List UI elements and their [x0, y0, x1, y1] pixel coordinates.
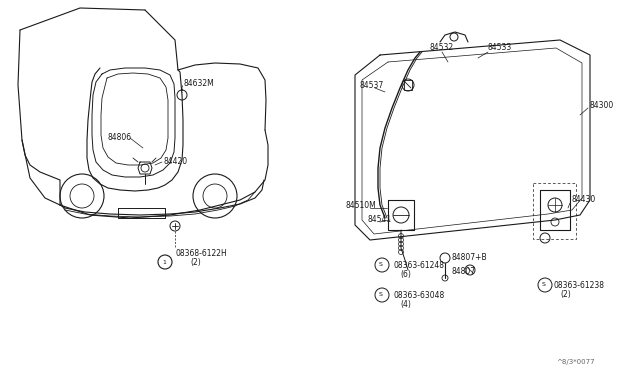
- Text: 84632M: 84632M: [183, 78, 214, 87]
- Text: (2): (2): [560, 289, 571, 298]
- Text: 84807: 84807: [452, 267, 476, 276]
- Text: 84537: 84537: [360, 80, 384, 90]
- Text: 84807+B: 84807+B: [452, 253, 488, 263]
- Text: 08363-63048: 08363-63048: [393, 291, 444, 299]
- Circle shape: [158, 255, 172, 269]
- Text: 84532: 84532: [430, 44, 454, 52]
- Circle shape: [375, 258, 389, 272]
- Bar: [533, 183, 576, 239]
- Text: 84420: 84420: [163, 157, 187, 167]
- Text: 08368-6122H: 08368-6122H: [176, 250, 228, 259]
- Text: 84541: 84541: [368, 215, 392, 224]
- Text: (6): (6): [400, 269, 411, 279]
- Text: S: S: [542, 282, 546, 288]
- Text: (4): (4): [400, 299, 411, 308]
- Text: 84430: 84430: [572, 196, 596, 205]
- Text: 84806: 84806: [108, 134, 132, 142]
- Text: 84300: 84300: [590, 100, 614, 109]
- Text: 1: 1: [162, 260, 166, 264]
- Text: 08363-61248: 08363-61248: [393, 260, 444, 269]
- Text: ^8/3*0077: ^8/3*0077: [556, 359, 595, 365]
- Text: S: S: [379, 292, 383, 298]
- Circle shape: [538, 278, 552, 292]
- Text: 84533: 84533: [488, 44, 512, 52]
- Circle shape: [375, 288, 389, 302]
- Text: 84510M: 84510M: [345, 201, 376, 209]
- Text: 08363-61238: 08363-61238: [553, 280, 604, 289]
- Text: (2): (2): [190, 257, 201, 266]
- Text: S: S: [379, 263, 383, 267]
